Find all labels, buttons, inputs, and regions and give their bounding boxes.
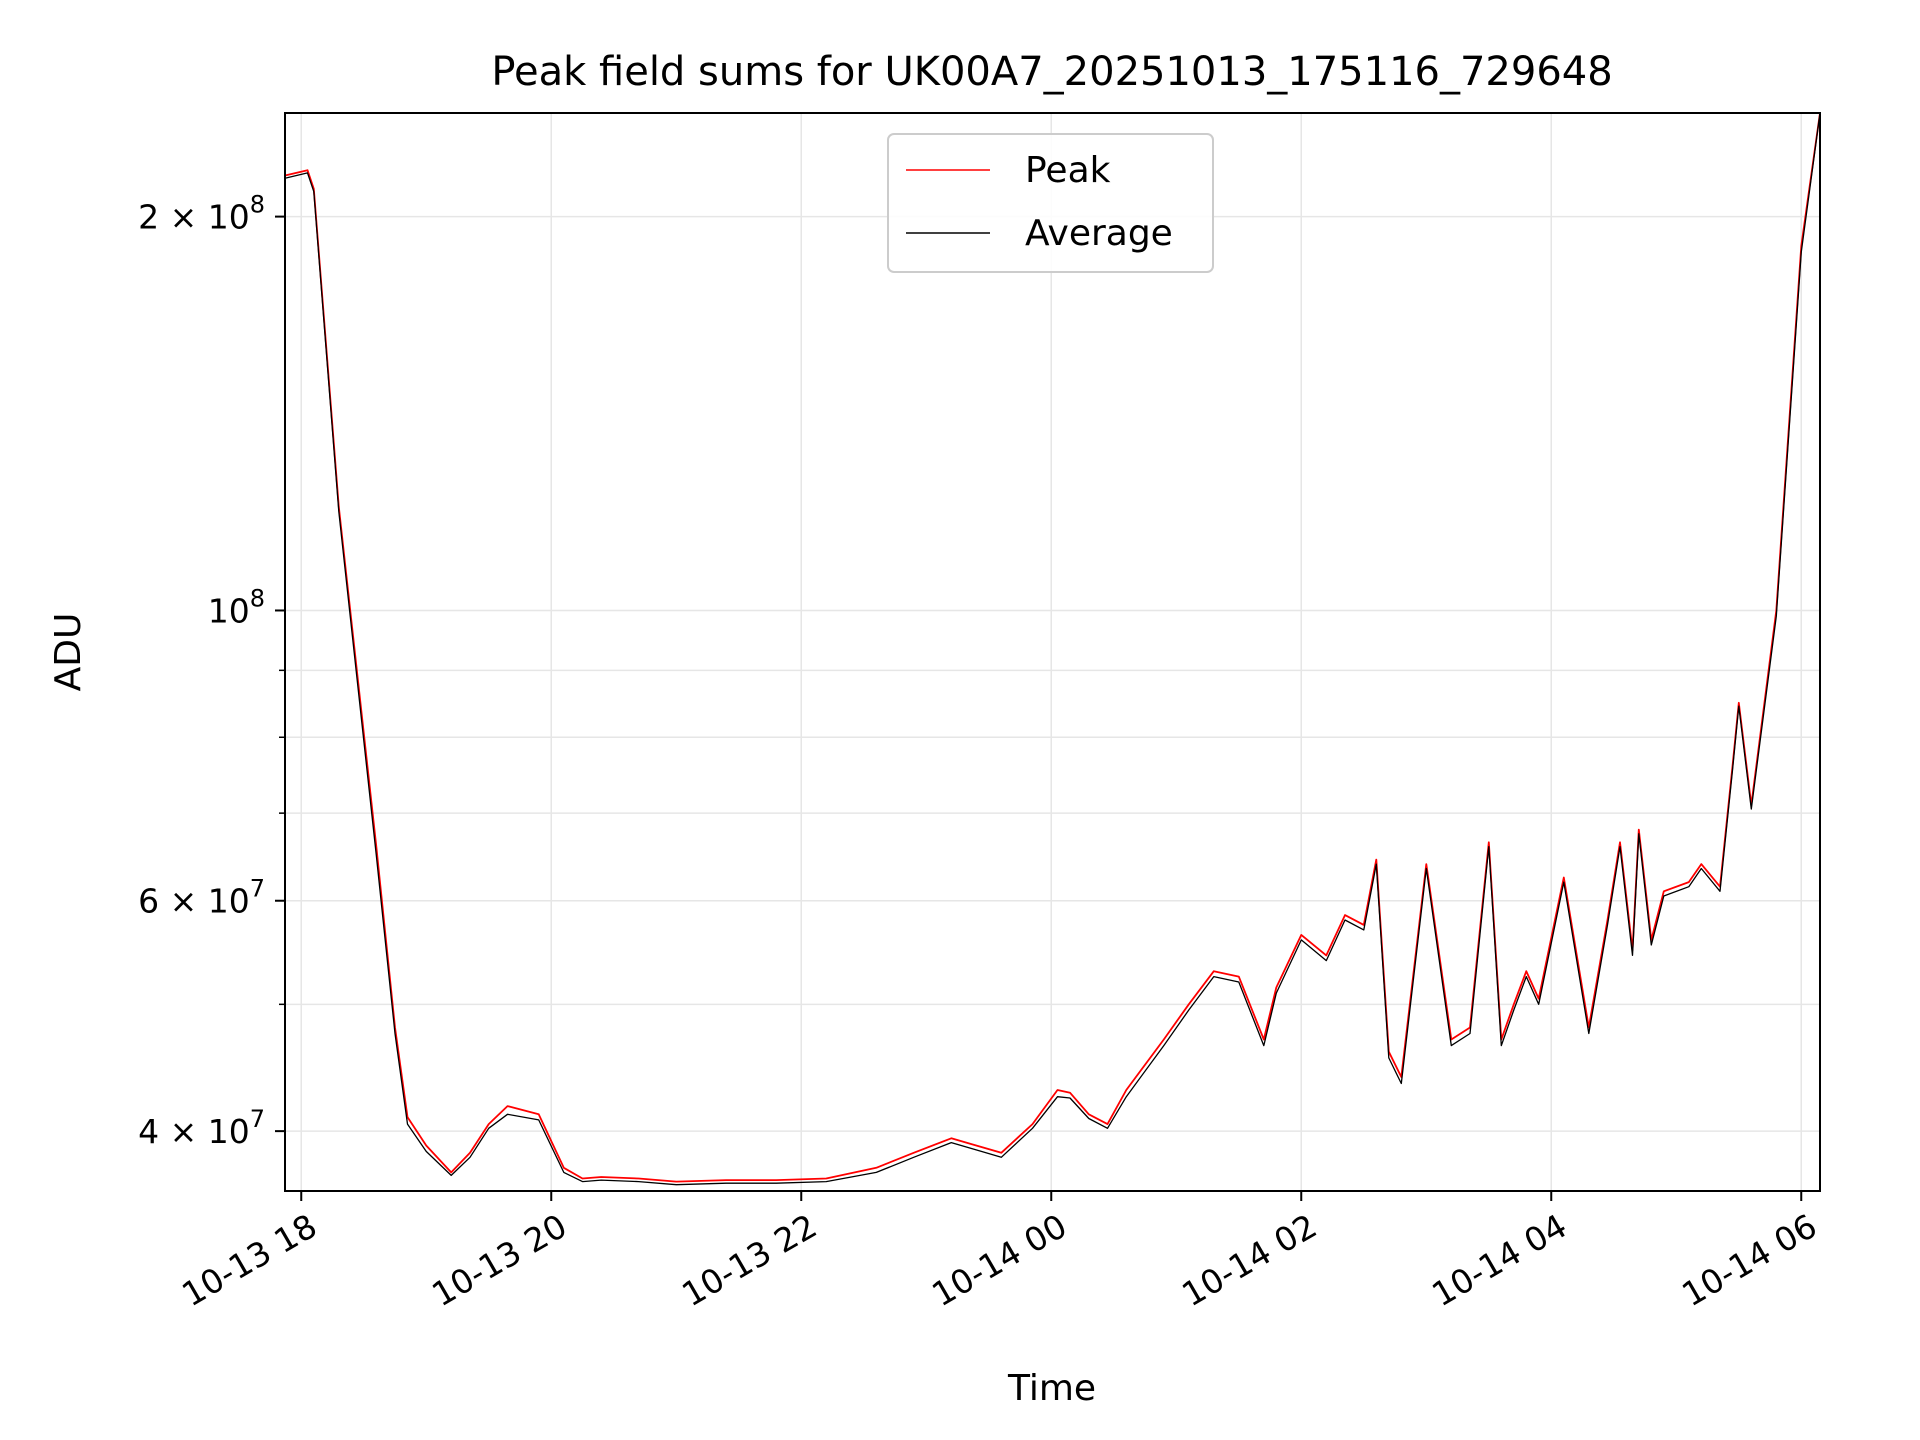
legend: Peak Average: [887, 133, 1214, 273]
y-tick-label: 108: [208, 584, 265, 630]
y-tick-label: 4 × 107: [138, 1105, 265, 1151]
series-layer: [284, 112, 1821, 1186]
y-tick-label: 6 × 107: [138, 875, 265, 921]
legend-label-average: Average: [1025, 213, 1173, 254]
legend-label-peak: Peak: [1025, 150, 1111, 191]
x-tick-label: 10-14 06: [1675, 1206, 1823, 1314]
x-tick-label: 10-14 02: [1175, 1206, 1323, 1314]
plot-frame: [284, 112, 1821, 1192]
grid-layer: [285, 113, 1820, 1191]
x-tick-label: 10-13 18: [175, 1206, 323, 1314]
y-axis-label: ADU: [48, 613, 89, 692]
chart-title: Peak field sums for UK00A7_20251013_1751…: [491, 49, 1612, 95]
x-tick-label: 10-13 22: [675, 1206, 823, 1314]
x-tick-label: 10-13 20: [425, 1206, 573, 1314]
series-line-average: [284, 112, 1821, 1186]
legend-box: [887, 133, 1214, 273]
y-tick-label: 2 × 108: [138, 191, 265, 237]
x-axis-label: Time: [1007, 1368, 1096, 1409]
x-tick-label: 10-14 00: [925, 1206, 1073, 1314]
x-tick-label: 10-14 04: [1425, 1206, 1573, 1314]
series-line-peak: [284, 112, 1821, 1183]
tick-layer: 10-13 18 10-13 20 10-13 22 10-14 00 10-14 02…: [138, 191, 1823, 1315]
